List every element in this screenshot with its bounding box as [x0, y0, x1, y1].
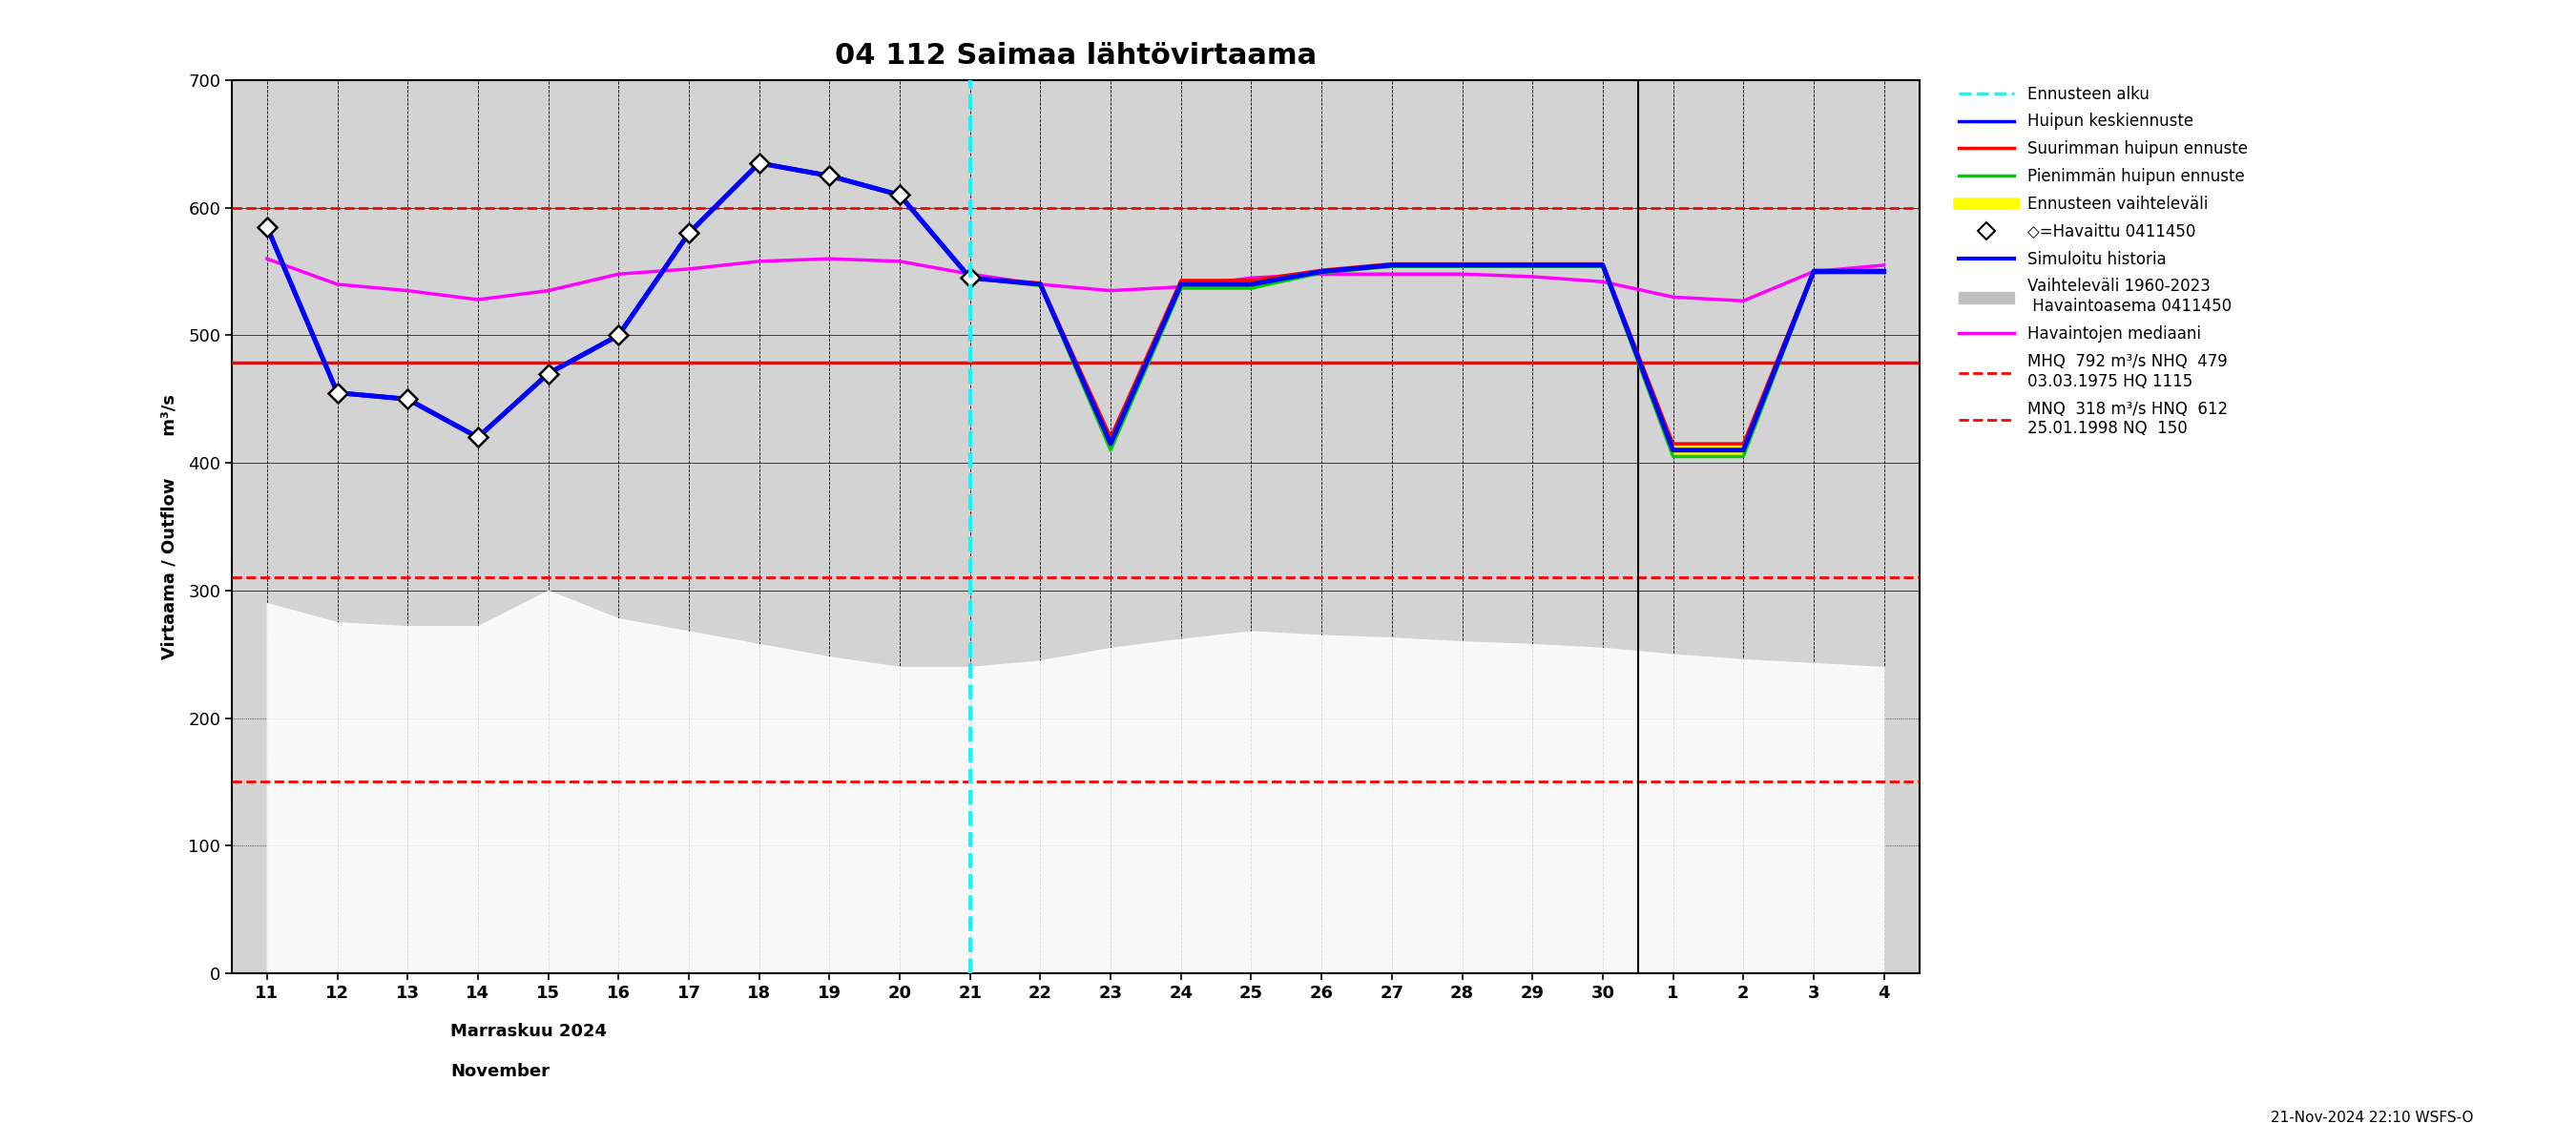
Title: 04 112 Saimaa lähtövirtaama: 04 112 Saimaa lähtövirtaama: [835, 42, 1316, 70]
Text: November: November: [451, 1063, 551, 1080]
Y-axis label: Virtaama / Outflow       m³/s: Virtaama / Outflow m³/s: [160, 394, 178, 660]
Text: 21-Nov-2024 22:10 WSFS-O: 21-Nov-2024 22:10 WSFS-O: [2269, 1111, 2473, 1124]
Text: Marraskuu 2024: Marraskuu 2024: [451, 1022, 608, 1040]
Legend: Ennusteen alku, Huipun keskiennuste, Suurimman huipun ennuste, Pienimmän huipun : Ennusteen alku, Huipun keskiennuste, Suu…: [1953, 79, 2254, 444]
